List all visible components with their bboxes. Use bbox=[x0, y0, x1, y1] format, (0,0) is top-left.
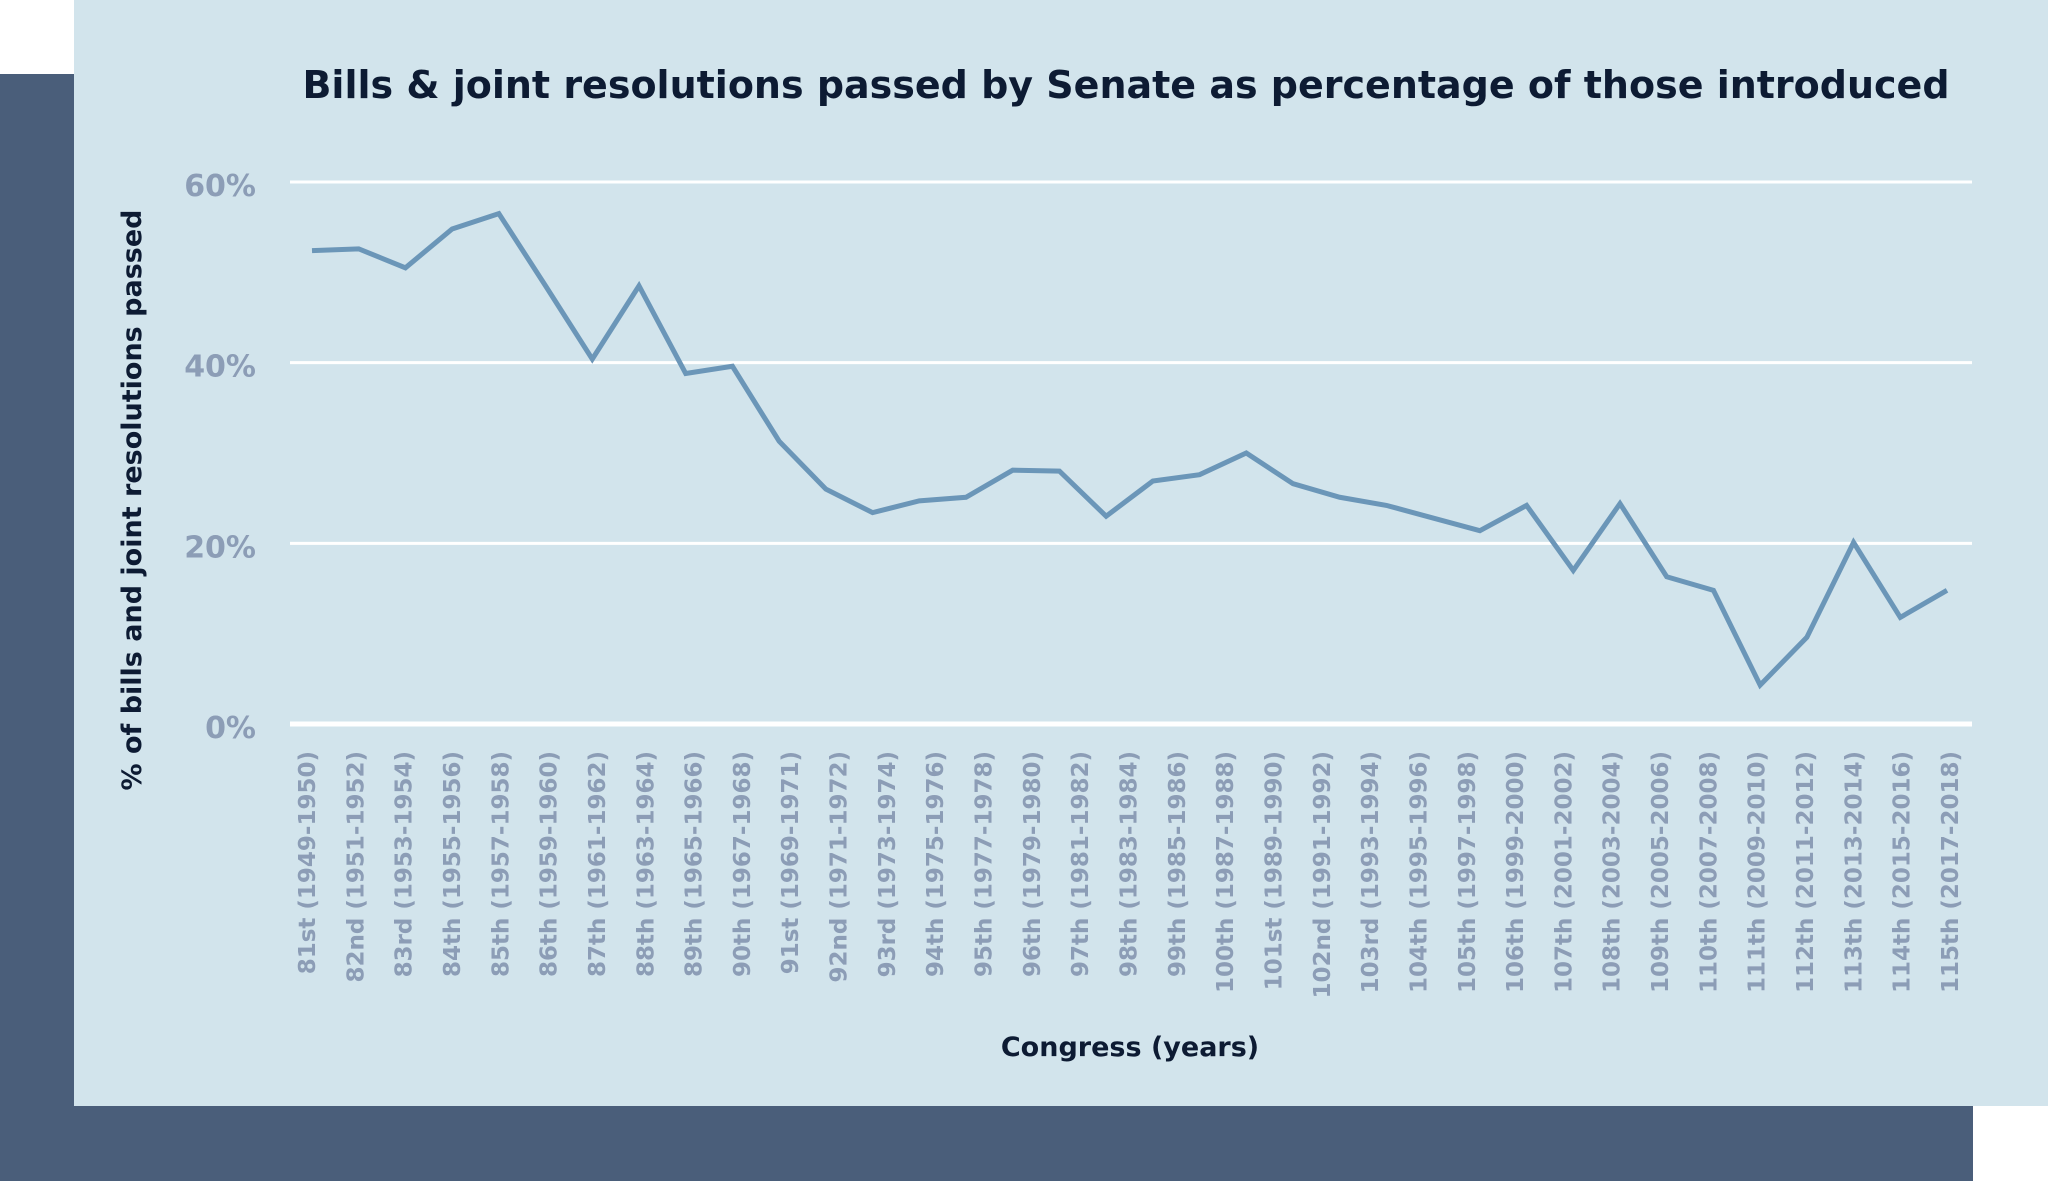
y-tick-labels: 0% 20% 40% 60% bbox=[184, 169, 256, 746]
y-tick-label: 40% bbox=[184, 350, 256, 385]
gridlines bbox=[290, 180, 1972, 727]
x-tick-label: 96th (1979-1980) bbox=[1020, 751, 1046, 977]
x-tick-label: 81st (1949-1950) bbox=[295, 751, 321, 974]
x-tick-label: 95th (1977-1978) bbox=[972, 751, 998, 977]
x-tick-label: 88th (1963-1964) bbox=[633, 751, 659, 977]
x-tick-labels: 81st (1949-1950) 82nd (1951-1952) 83rd (19… bbox=[295, 751, 1964, 998]
x-tick-label: 110th (2007-2008) bbox=[1696, 751, 1722, 993]
x-tick-label: 93rd (1973-1974) bbox=[875, 751, 901, 977]
x-tick-label: 112th (2011-2012) bbox=[1793, 751, 1819, 993]
x-tick-label: 107th (2001-2002) bbox=[1551, 751, 1577, 993]
x-tick-label: 105th (1997-1998) bbox=[1455, 751, 1481, 993]
x-tick-label: 90th (1967-1968) bbox=[730, 751, 756, 977]
x-tick-label: 102nd (1991-1992) bbox=[1310, 751, 1336, 998]
x-tick-label: 82nd (1951-1952) bbox=[343, 751, 369, 982]
y-tick-label: 60% bbox=[184, 169, 256, 204]
series-line-group bbox=[311, 210, 1949, 690]
x-tick-label: 86th (1959-1960) bbox=[537, 751, 563, 977]
x-tick-label: 104th (1995-1996) bbox=[1406, 751, 1432, 993]
x-tick-label: 111th (2009-2010) bbox=[1745, 751, 1771, 993]
x-axis-label: Congress (years) bbox=[1001, 1032, 1259, 1063]
x-tick-label: 99th (1985-1986) bbox=[1165, 751, 1191, 977]
x-tick-label: 108th (2003-2004) bbox=[1600, 751, 1626, 993]
y-tick-label: 20% bbox=[184, 530, 256, 565]
chart-panel bbox=[74, 0, 2048, 1106]
x-tick-label: 87th (1961-1962) bbox=[585, 751, 611, 977]
x-tick-label: 98th (1983-1984) bbox=[1117, 751, 1143, 977]
x-tick-label: 83rd (1953-1954) bbox=[392, 751, 418, 977]
y-tick-label: 0% bbox=[205, 711, 256, 746]
x-tick-label: 85th (1957-1958) bbox=[488, 751, 514, 977]
x-tick-label: 115th (2017-2018) bbox=[1938, 751, 1964, 993]
x-tick-label: 103rd (1993-1994) bbox=[1358, 751, 1384, 993]
x-tick-label: 84th (1955-1956) bbox=[440, 751, 466, 977]
x-tick-label: 92nd (1971-1972) bbox=[827, 751, 853, 982]
x-tick-label: 89th (1965-1966) bbox=[682, 751, 708, 977]
chart-title: Bills & joint resolutions passed by Sena… bbox=[302, 63, 1949, 107]
x-tick-label: 101st (1989-1990) bbox=[1261, 751, 1287, 990]
x-tick-label: 114th (2015-2016) bbox=[1890, 751, 1916, 993]
x-tick-label: 113th (2013-2014) bbox=[1841, 751, 1867, 993]
x-tick-label: 109th (2005-2006) bbox=[1648, 751, 1674, 993]
x-tick-label: 100th (1987-1988) bbox=[1213, 751, 1239, 993]
x-tick-label: 97th (1981-1982) bbox=[1068, 751, 1094, 977]
y-axis-label: % of bills and joint resolutions passed bbox=[117, 210, 148, 791]
series-line bbox=[311, 210, 1949, 690]
x-tick-label: 106th (1999-2000) bbox=[1503, 751, 1529, 993]
x-tick-label: 94th (1975-1976) bbox=[923, 751, 949, 977]
x-tick-label: 91st (1969-1971) bbox=[778, 751, 804, 974]
